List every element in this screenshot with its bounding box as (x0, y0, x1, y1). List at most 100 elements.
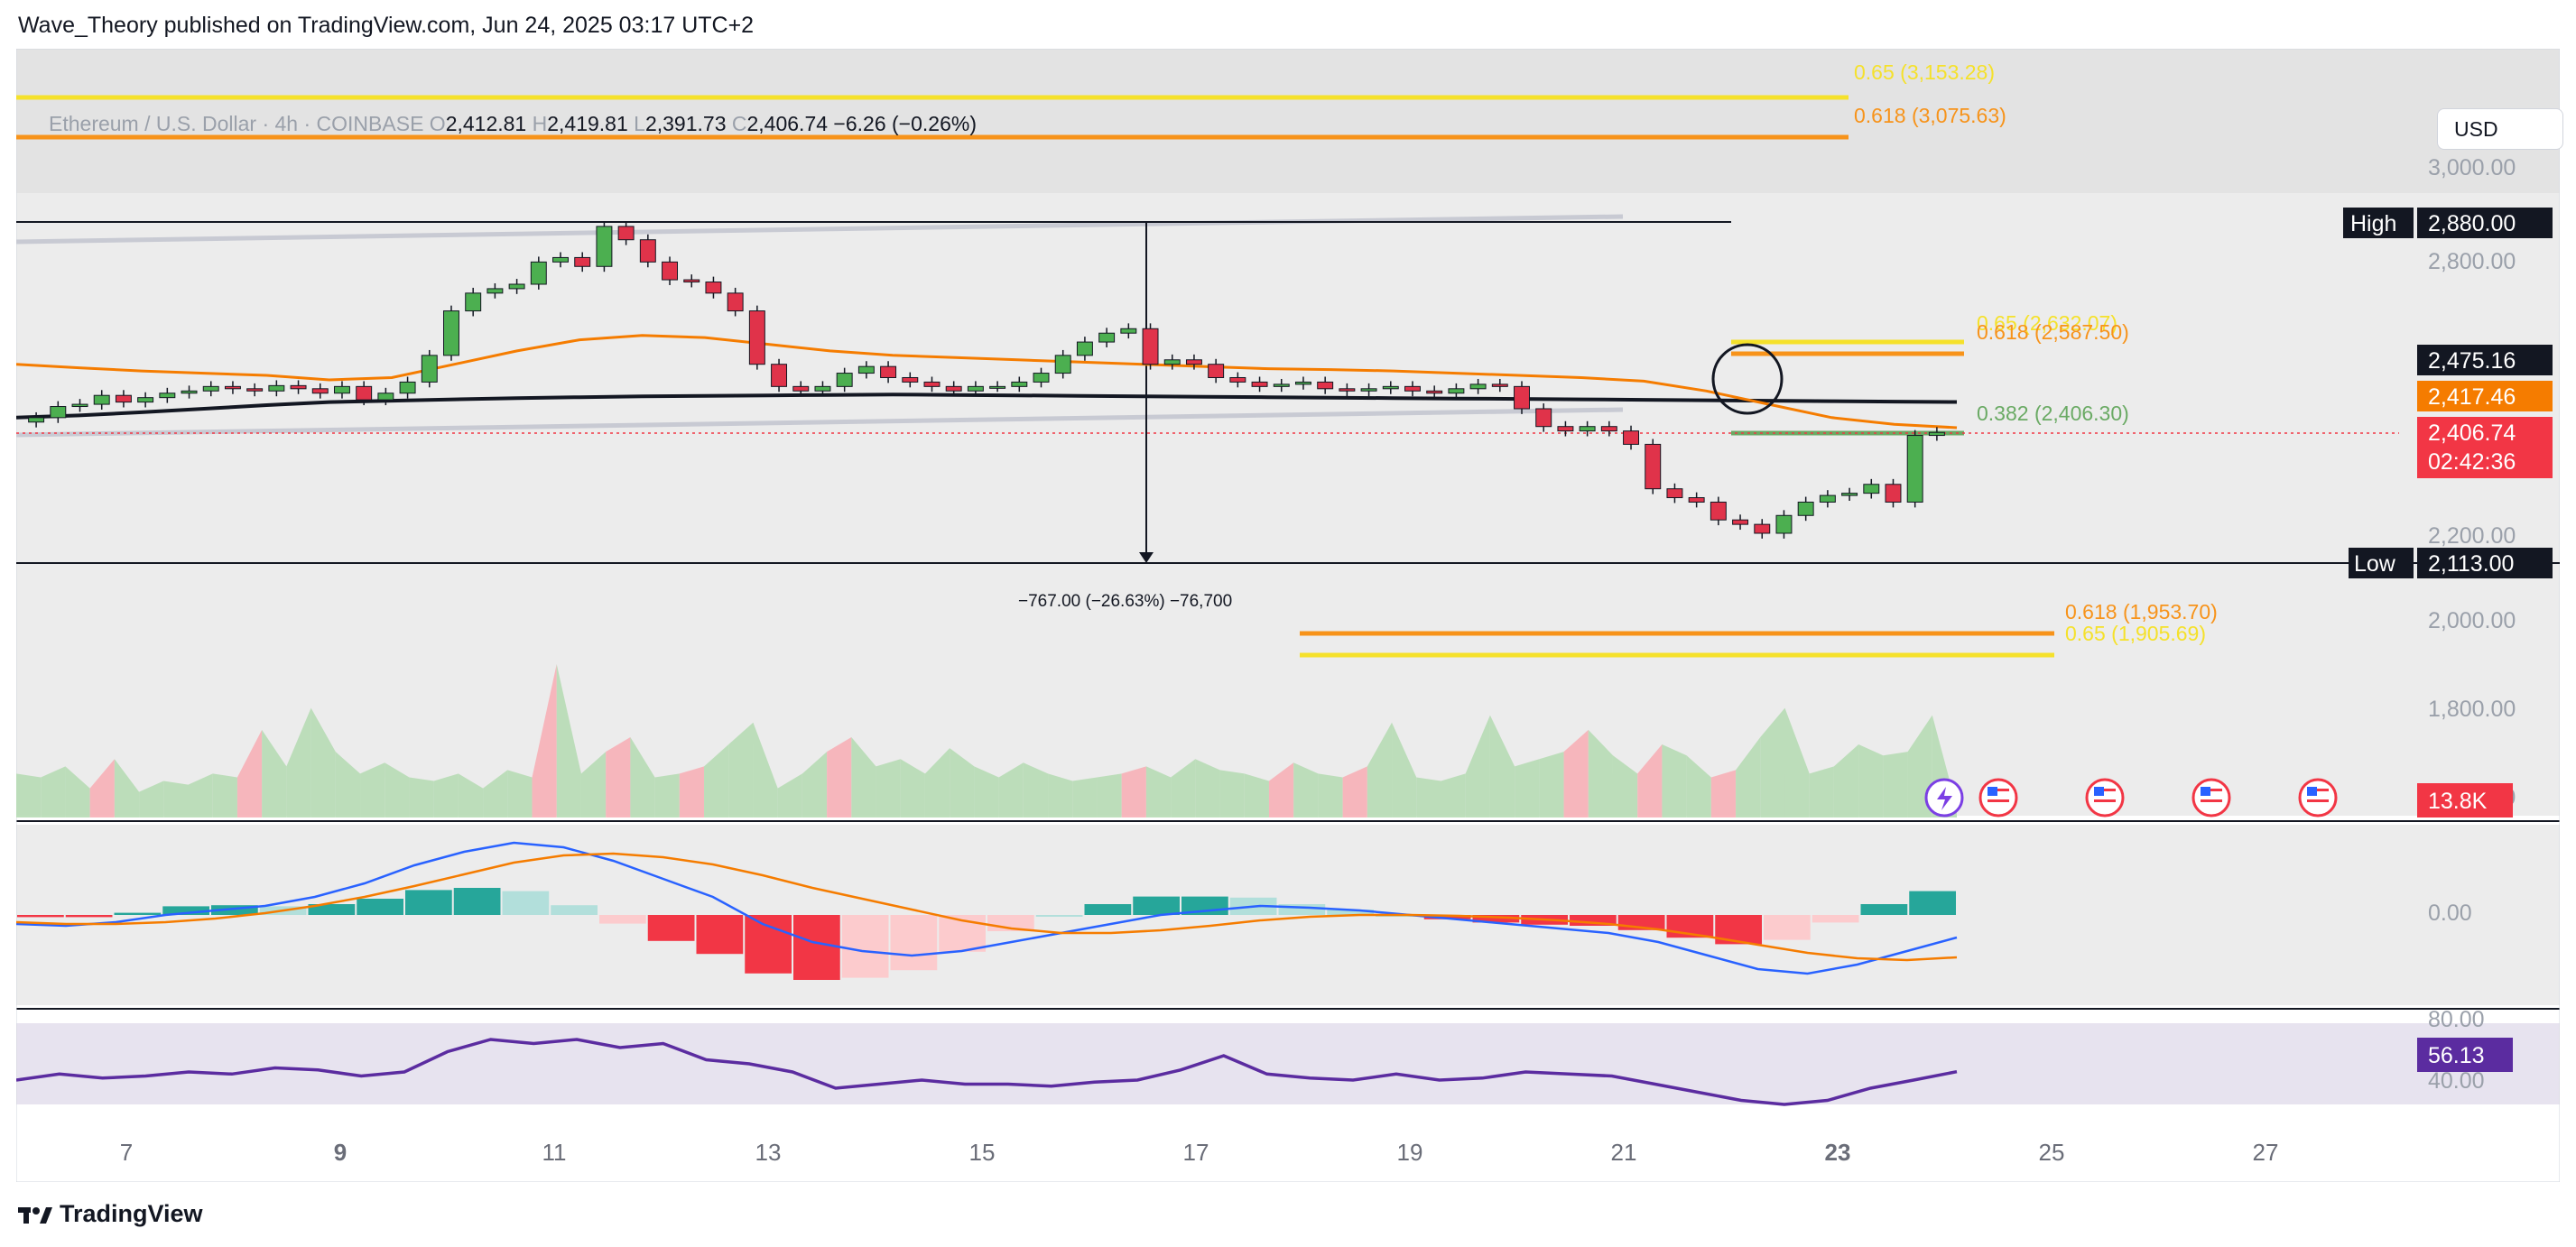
volume-area (1416, 777, 1441, 817)
rsi-line (15, 1038, 1958, 1106)
volume-area (1588, 729, 1613, 817)
volume-area (458, 773, 484, 817)
volume-area (753, 722, 778, 817)
macd-bar (1133, 896, 1180, 915)
candle-body (1557, 426, 1574, 432)
candle-body (1732, 519, 1749, 525)
price-axis-label: 1,800.00 (2428, 697, 2516, 722)
macd-bar (357, 899, 403, 915)
volume-tag-value: 13.8K (2428, 789, 2488, 814)
candle-body (181, 390, 198, 394)
volume-area (409, 777, 434, 817)
macd-bar (1909, 891, 1956, 915)
last-price-tag-value: 2,406.74 (2428, 420, 2516, 446)
volume-area (1736, 736, 1761, 817)
low-label: L (634, 112, 645, 135)
us-flag-stripe (2307, 805, 2329, 808)
volume-area (360, 762, 385, 817)
candle-body (28, 417, 45, 423)
candle-body (290, 384, 307, 390)
tradingview-logo[interactable]: TradingView (18, 1200, 203, 1228)
volume-area (89, 759, 115, 817)
candle-body (1382, 385, 1399, 390)
rsi-axis-80: 80.00 (2428, 1007, 2485, 1032)
volume-area (654, 773, 680, 817)
volume-area (65, 766, 90, 817)
macd-axis-label: 0.00 (2428, 901, 2472, 926)
volume-area (827, 736, 852, 817)
last-price-tag-bg (2417, 417, 2553, 478)
candle-body (814, 385, 831, 392)
chart-svg[interactable]: −767.00 (−26.63%) −76,700 0.65 (3,153.28… (15, 48, 2561, 1183)
us-flag-event-icon (2298, 778, 2338, 817)
time-axis: 7 9 11 13 15 17 19 21 23 25 27 (120, 1139, 2279, 1166)
time-axis-label: 23 (1825, 1139, 1851, 1166)
candle-body (1426, 390, 1443, 394)
candle-body (486, 288, 504, 294)
candle-body (1666, 488, 1683, 499)
us-flag-event-icon (2191, 778, 2231, 817)
candle-body (1600, 426, 1617, 432)
volume-area (1023, 762, 1049, 817)
macd-bar (308, 904, 356, 915)
ema-tag-value: 2,417.46 (2428, 384, 2516, 410)
volume-area (1121, 766, 1146, 817)
rsi-tag-value: 56.13 (2428, 1043, 2485, 1068)
volume-area (1710, 770, 1737, 817)
macd-bar (1423, 915, 1471, 919)
macd-bar (696, 915, 744, 955)
volume-area (679, 766, 705, 817)
us-flag-stripe (2201, 789, 2222, 791)
fib-label-mid-0618: 0.618 (2,587.50) (1977, 320, 2129, 344)
candle-body (1120, 328, 1137, 334)
volume-area (704, 744, 729, 817)
volume-area (114, 759, 140, 817)
rsi-band (16, 1023, 2560, 1104)
rsi-tag-bg (2417, 1038, 2513, 1072)
volume-area (385, 762, 410, 817)
volume-area (1833, 744, 1859, 817)
macd-bar (890, 915, 938, 971)
symbol-name: Ethereum / U.S. Dollar · 4h · COINBASE (49, 112, 424, 135)
volume-area (802, 752, 828, 817)
candle-body (530, 261, 547, 285)
fib-label-upper-065: 0.65 (3,153.28) (1854, 60, 1995, 84)
volume-area (1539, 752, 1564, 817)
volume-area (1612, 755, 1638, 817)
volume-area (1858, 744, 1884, 817)
candle-body (71, 403, 88, 408)
volume-area (1686, 755, 1711, 817)
candle-body (945, 385, 962, 392)
close-label: C (731, 112, 747, 135)
chart-area[interactable]: −767.00 (−26.63%) −76,700 0.65 (3,153.28… (15, 48, 2563, 1183)
lightning-glyph-icon (1937, 787, 1952, 810)
volume-area (212, 773, 237, 817)
macd-bar (211, 905, 258, 915)
countdown-value: 02:42:36 (2428, 449, 2516, 475)
currency-button[interactable]: USD (2437, 108, 2563, 150)
candle-body (1623, 430, 1640, 445)
candle-body (617, 226, 635, 241)
candle-body (1185, 359, 1202, 365)
candle-body (989, 385, 1006, 389)
candle-body (1448, 388, 1465, 394)
volume-area (1293, 762, 1319, 817)
volume-area (139, 781, 164, 817)
macd-bar (65, 915, 113, 918)
low-tag-label-bg (2349, 548, 2414, 578)
candle-body (1579, 426, 1596, 432)
candle-body (727, 292, 744, 312)
volume-area (1367, 722, 1393, 817)
volume-area (728, 722, 754, 817)
tradingview-logo-icon (18, 1206, 52, 1224)
candle-body (596, 226, 613, 267)
price-pane-top-band (16, 49, 2560, 193)
open-value: 2,412.81 (445, 112, 527, 135)
candle-body (268, 384, 285, 392)
candle-body (1033, 373, 1050, 383)
high-tag-value: 2,880.00 (2428, 211, 2516, 236)
candle-body (93, 394, 110, 405)
volume-area (1342, 766, 1367, 817)
volume-area (532, 664, 557, 817)
tradingview-logo-text: TradingView (60, 1200, 203, 1227)
